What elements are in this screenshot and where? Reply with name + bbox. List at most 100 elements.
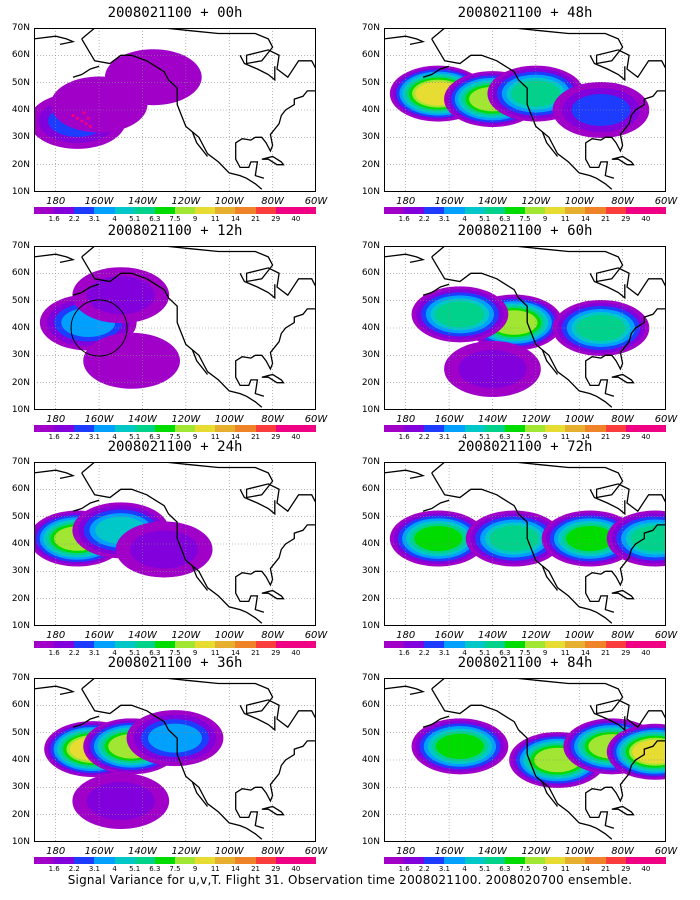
forecast-panel: 2008021100 + 36h 70N 60N 50N 40N 30N 20N 10N 180… — [0, 654, 350, 873]
colorbar-label: 5.1 — [479, 433, 491, 441]
coastline — [81, 256, 263, 408]
colorbar-swatch — [484, 641, 505, 648]
colorbar-swatch — [384, 425, 405, 432]
colorbar-label: 6.3 — [149, 215, 161, 223]
coastline — [384, 35, 426, 46]
coastline — [611, 589, 635, 600]
colorbar-swatch — [384, 641, 405, 648]
coastline — [589, 54, 626, 82]
y-tick-label: 70N — [11, 23, 30, 33]
x-tick-label: 60W — [654, 414, 678, 425]
y-tick-label: 50N — [361, 727, 380, 738]
colorbar-swatch — [114, 425, 135, 432]
panel-title: 2008021100 + 24h — [107, 439, 243, 455]
x-tick-label: 60W — [654, 846, 678, 857]
y-tick-label: 50N — [11, 295, 30, 306]
x-tick-label: 140W — [127, 630, 157, 641]
map-plot — [34, 462, 316, 626]
colorbar-label: 40 — [291, 865, 301, 873]
y-tick-label: 10N — [361, 405, 380, 415]
colorbar-swatch — [114, 207, 135, 214]
colorbar-label: 21 — [251, 865, 261, 873]
x-tick-label: 180 — [396, 196, 416, 207]
colorbar-swatch — [295, 857, 316, 864]
colorbar-label: 4 — [112, 865, 117, 873]
colorbar-swatch — [74, 641, 95, 648]
coastline — [431, 256, 613, 408]
x-tick-label: 100W — [564, 846, 594, 857]
colorbar-label: 40 — [641, 433, 651, 441]
y-tick-label: 50N — [11, 511, 30, 522]
colorbar-label: 4 — [112, 433, 117, 441]
coastline — [611, 155, 635, 166]
colorbar-label: 21 — [601, 865, 611, 873]
coastline — [589, 704, 626, 732]
coastline — [191, 131, 209, 157]
colorbar-label: 3.1 — [438, 865, 450, 873]
colorbar-swatch — [464, 641, 485, 648]
colorbar-label: 9 — [192, 433, 198, 441]
colorbar-label: 9 — [192, 865, 198, 873]
colorbar-swatch — [134, 857, 155, 864]
coastline — [235, 308, 316, 371]
x-tick-label: 100W — [564, 414, 594, 425]
coastline — [239, 488, 276, 516]
x-tick-label: 100W — [564, 630, 594, 641]
observation-point — [88, 124, 92, 128]
colorbar-label: 6.3 — [499, 215, 511, 223]
colorbar-swatch — [645, 641, 666, 648]
colorbar-label: 5.1 — [479, 215, 491, 223]
colorbar-label: 3.1 — [88, 215, 100, 223]
coastline — [81, 38, 263, 190]
coastline — [541, 349, 559, 375]
y-tick-label: 50N — [361, 295, 380, 306]
x-tick-label: 60W — [304, 414, 328, 425]
colorbar-swatch — [154, 207, 175, 214]
y-tick-label: 20N — [11, 593, 30, 604]
colorbar-label: 4 — [462, 649, 467, 657]
x-tick-label: 80W — [261, 630, 284, 641]
colorbar-swatch — [585, 207, 606, 214]
coastline — [81, 462, 316, 513]
y-tick-label: 40N — [361, 539, 380, 549]
coastline — [81, 472, 263, 624]
colorbar-swatch — [545, 641, 566, 648]
observation-point — [84, 122, 88, 126]
y-tick-label: 50N — [361, 77, 380, 88]
colorbar-swatch — [295, 207, 316, 214]
map-plot — [34, 678, 316, 842]
figure-caption: Signal Variance for u,v,T. Flight 31. Ob… — [67, 873, 633, 887]
x-tick-label: 100W — [214, 630, 244, 641]
y-tick-label: 20N — [11, 377, 30, 388]
panel-title: 2008021100 + 84h — [457, 655, 593, 671]
y-tick-label: 60N — [11, 484, 30, 495]
colorbar-swatch — [134, 425, 155, 432]
variance-contour — [436, 733, 484, 759]
colorbar-swatch — [174, 641, 196, 648]
colorbar-swatch — [134, 207, 155, 214]
coastline — [541, 781, 559, 807]
colorbar-label: 3.1 — [438, 649, 450, 657]
colorbar-swatch — [195, 857, 216, 864]
colorbar-label: 4 — [112, 215, 117, 223]
x-tick-label: 160W — [434, 630, 464, 641]
colorbar-swatch — [195, 641, 216, 648]
y-tick-label: 30N — [361, 350, 380, 361]
x-tick-label: 140W — [477, 846, 507, 857]
x-tick-label: 60W — [654, 196, 678, 207]
colorbar-label: 6.3 — [499, 433, 511, 441]
coastline — [585, 366, 615, 397]
colorbar-swatch — [215, 641, 236, 648]
colorbar-swatch — [94, 207, 115, 214]
coastline — [384, 685, 426, 696]
colorbar-swatch — [74, 207, 95, 214]
colorbar-label: 21 — [251, 215, 261, 223]
coastline — [72, 499, 100, 512]
x-tick-label: 120W — [521, 414, 551, 425]
coastline — [239, 272, 276, 300]
colorbar-swatch — [404, 641, 425, 648]
colorbar-label: 40 — [291, 649, 301, 657]
colorbar-swatch — [464, 857, 485, 864]
y-tick-label: 50N — [361, 511, 380, 522]
y-tick-label: 20N — [361, 593, 380, 604]
